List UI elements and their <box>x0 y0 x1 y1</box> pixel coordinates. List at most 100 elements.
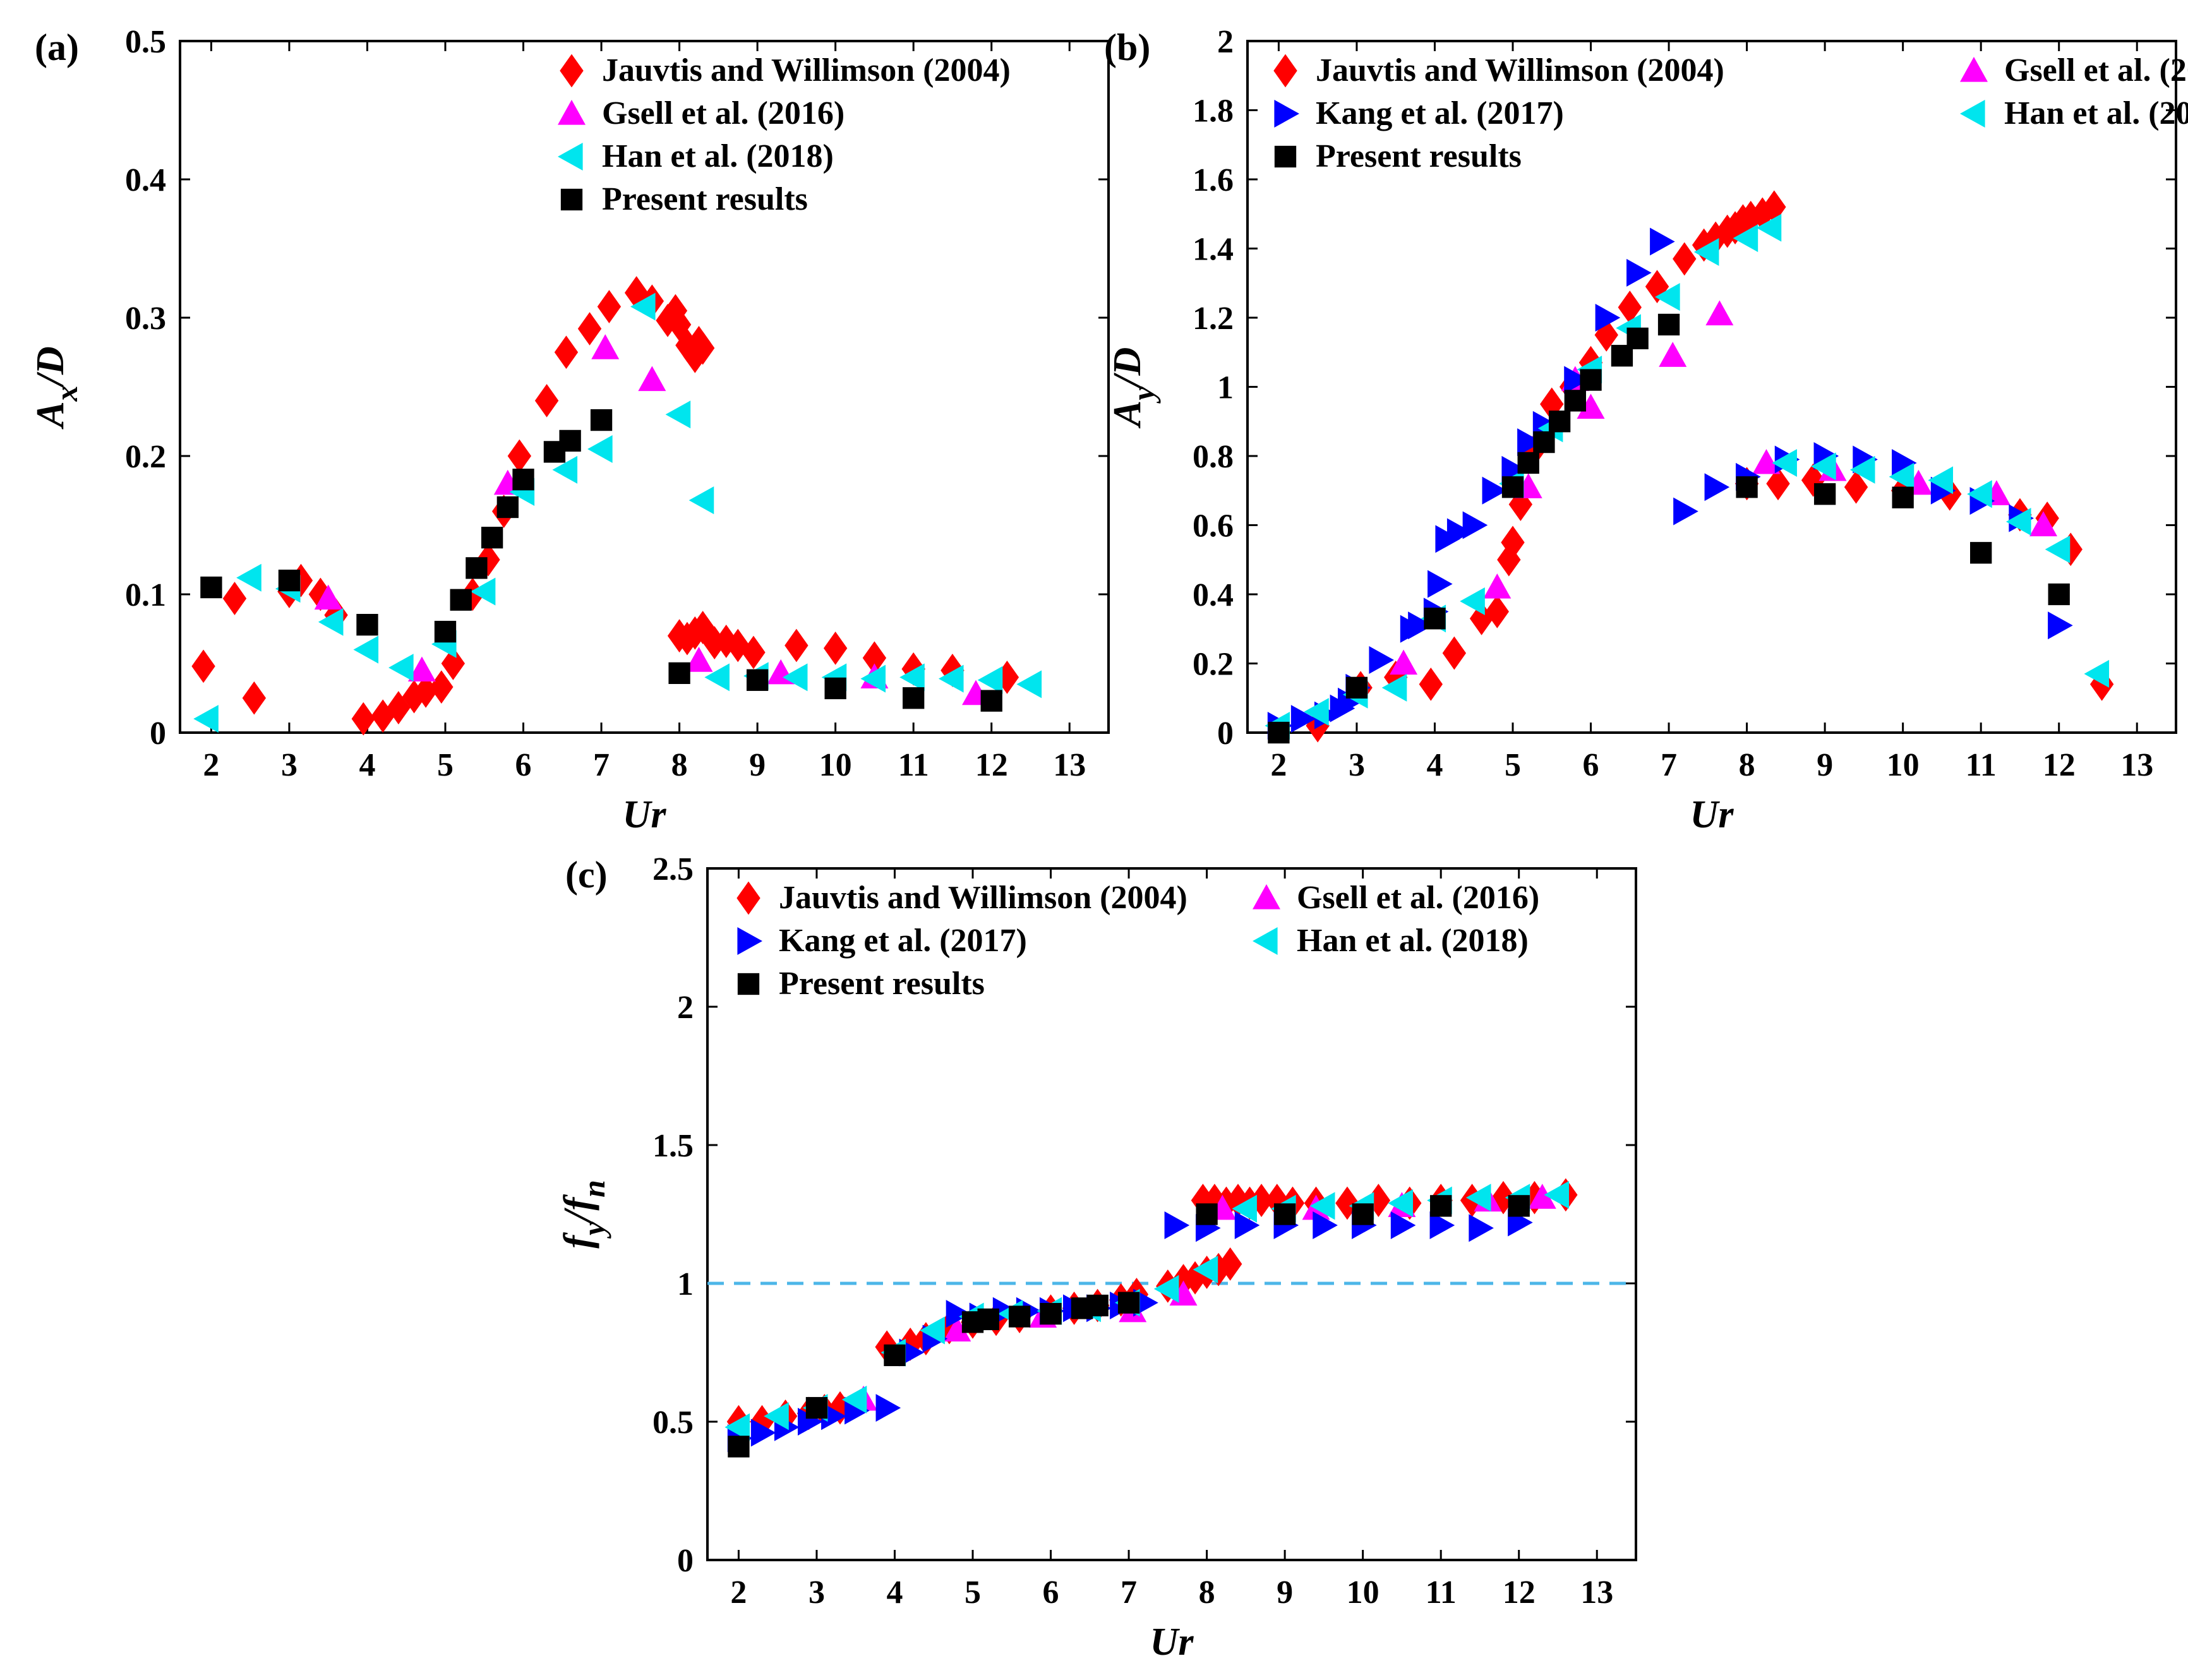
x-tick-label: 7 <box>1661 747 1677 783</box>
data-point-triangle-left <box>1381 673 1407 702</box>
data-point-triangle-left <box>1544 1180 1570 1209</box>
data-point-diamond <box>597 290 622 323</box>
y-axis-label-sub: y <box>1126 386 1161 404</box>
y-axis-label-base: A <box>29 401 72 429</box>
data-point-square <box>1273 1203 1296 1225</box>
legend-label: Han et al. (2018) <box>1297 923 1529 959</box>
data-point-triangle-left <box>1889 462 1914 491</box>
x-tick-label: 6 <box>515 747 532 783</box>
data-point-triangle-up <box>1577 393 1605 419</box>
legend-label: Han et al. (2018) <box>602 138 834 174</box>
data-point-diamond <box>577 312 602 345</box>
y-tick-label: 2 <box>677 990 694 1026</box>
x-tick-label: 9 <box>749 747 766 783</box>
data-point-triangle-left <box>1465 1184 1491 1212</box>
data-point-diamond <box>460 577 484 611</box>
data-point-square <box>512 469 534 491</box>
y-tick-label: 1.2 <box>1193 301 1234 337</box>
data-point-square <box>1657 313 1680 336</box>
data-point-square <box>2048 583 2070 606</box>
legend-label: Han et al. (2018) <box>2004 95 2188 131</box>
data-point-triangle-left <box>193 705 219 733</box>
data-point-diamond <box>351 702 375 736</box>
legend-label: Jauvtis and Willimson (2004) <box>602 52 1011 88</box>
data-point-diamond <box>1618 291 1642 324</box>
data-point-square <box>977 1308 999 1331</box>
y-tick-label: 0 <box>150 716 166 752</box>
data-point-triangle-left <box>899 663 925 692</box>
data-point-diamond <box>402 680 426 714</box>
data-point-diamond <box>441 647 466 680</box>
data-point-triangle-left <box>1967 480 1992 508</box>
x-tick-label: 12 <box>1503 1575 1536 1611</box>
data-point-triangle-left <box>977 666 1003 694</box>
data-point-triangle-left <box>1693 237 1719 266</box>
data-point-square <box>1040 1303 1062 1325</box>
data-point-diamond <box>690 331 715 365</box>
data-point-diamond <box>995 661 1019 694</box>
data-point-diamond <box>624 276 649 309</box>
data-point-triangle-left <box>1304 698 1329 726</box>
legend: Jauvtis and Willimson (2004) Gsell et al.… <box>736 880 1539 1002</box>
data-point-square <box>1533 431 1555 453</box>
x-axis-label: Ur <box>1690 793 1734 836</box>
legend: Jauvtis and Willimson (2004) Gsell et al.… <box>1273 52 2188 174</box>
data-point-triangle-up <box>2029 511 2057 537</box>
data-point-square <box>1268 721 1290 744</box>
data-point-square <box>805 1396 828 1419</box>
legend-marker-square <box>560 188 583 211</box>
data-point-triangle-left <box>1756 213 1782 242</box>
y-tick-label: 0.4 <box>1193 577 1234 613</box>
data-point-triangle-left <box>688 486 714 515</box>
data-point-square <box>1970 542 1992 564</box>
data-point-square <box>1008 1305 1031 1328</box>
data-point-triangle-left <box>704 663 730 692</box>
data-point-triangle-left <box>1655 283 1680 311</box>
y-axis-label: Ay/D <box>1106 347 1161 429</box>
legend-label: Present results <box>1316 138 1522 174</box>
data-markers <box>1265 190 2114 744</box>
data-point-square <box>903 687 925 709</box>
data-point-triangle-right <box>1369 646 1394 675</box>
x-tick-label: 5 <box>1505 747 1521 783</box>
data-point-square <box>668 662 690 684</box>
data-point-triangle-up <box>638 366 666 392</box>
y-tick-label: 0.8 <box>1193 439 1234 475</box>
data-point-diamond <box>308 577 333 611</box>
data-point-triangle-left <box>1460 587 1485 615</box>
data-point-triangle-right <box>1626 258 1652 287</box>
data-point-diamond <box>2059 532 2083 567</box>
data-point-diamond <box>742 635 766 669</box>
data-point-diamond <box>714 625 738 658</box>
panel-0: (a) 2 3 4 5 6 7 8 9 10 11 12 13 0 0.1 0.2 0.3 0.4 0.5 Ur Ax/… <box>29 24 1110 836</box>
x-tick-label: 4 <box>359 747 375 783</box>
x-tick-label: 7 <box>593 747 610 783</box>
data-point-diamond <box>507 439 532 473</box>
data-point-diamond <box>1218 1247 1242 1281</box>
data-point-square <box>278 569 301 592</box>
data-point-square <box>481 527 503 549</box>
legend-marker-diamond <box>736 881 760 915</box>
panel-label: (b) <box>1104 27 1150 68</box>
data-point-triangle-right <box>797 1408 823 1436</box>
data-point-square <box>824 677 846 700</box>
y-tick-label: 0.6 <box>1193 508 1234 544</box>
data-point-triangle-left <box>1849 455 1875 484</box>
data-point-square <box>1517 452 1539 474</box>
data-point-square <box>496 496 519 519</box>
legend-marker-square <box>737 973 760 995</box>
data-point-square <box>1430 1195 1452 1217</box>
data-point-diamond <box>1249 1184 1273 1217</box>
data-point-diamond <box>191 649 215 683</box>
data-point-triangle-left <box>388 654 414 682</box>
data-point-diamond <box>1594 318 1618 352</box>
y-axis-label-rest: /D <box>29 346 72 388</box>
data-point-diamond <box>823 632 848 665</box>
x-tick-label: 5 <box>437 747 454 783</box>
data-point-triangle-right <box>1469 1214 1494 1242</box>
data-point-square <box>980 690 1002 712</box>
x-axis-label: Ur <box>1150 1621 1194 1664</box>
x-tick-label: 3 <box>808 1575 825 1611</box>
data-point-diamond <box>1485 594 1509 628</box>
data-point-triangle-right <box>1429 1211 1455 1240</box>
